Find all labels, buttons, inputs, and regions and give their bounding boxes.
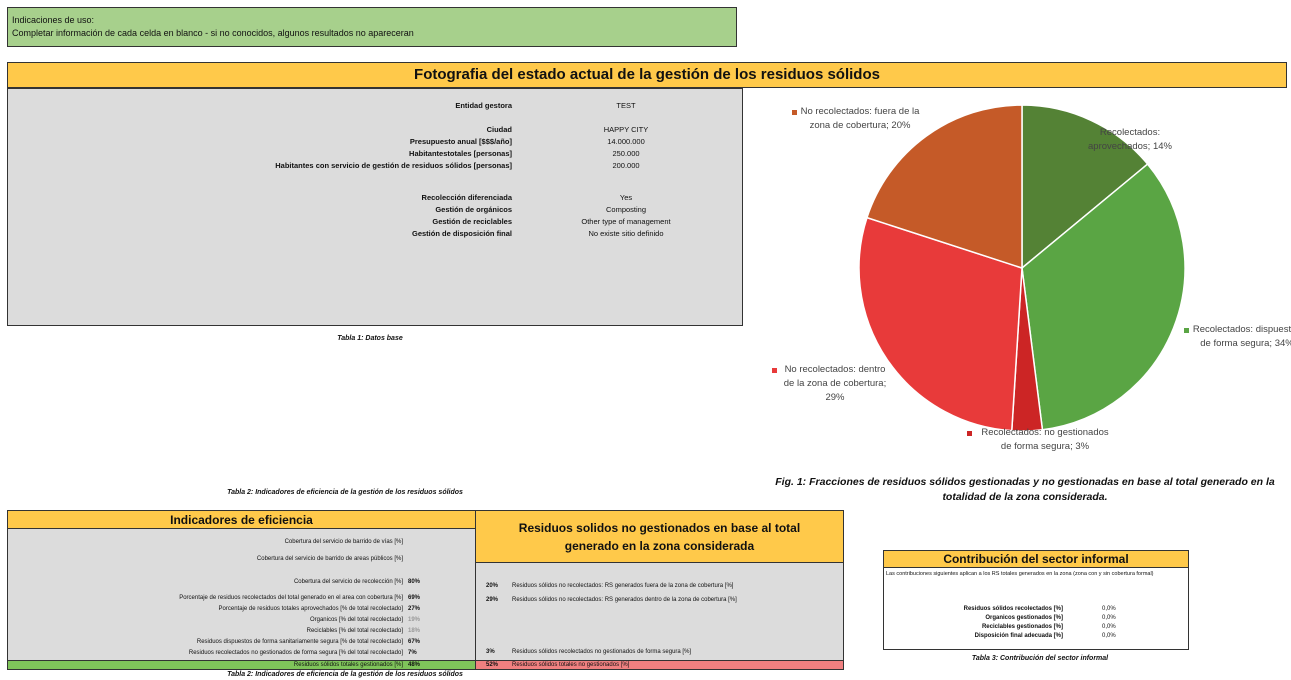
informal-value: 0,0%	[1102, 633, 1116, 639]
table1-label: Ciudad	[486, 125, 512, 134]
pie-slice	[858, 216, 1023, 432]
informal-value: 0,0%	[1102, 615, 1116, 621]
informal-label: Reciclables gestionados [%]	[981, 624, 1063, 630]
unmanaged-label: Residuos sólidos recolectados no gestion…	[512, 649, 692, 655]
informal-label: Disposición final adecuada [%]	[974, 633, 1063, 639]
pie-label: No recolectados: fuera de la zona de cob…	[800, 106, 920, 131]
table1-value: Composting	[605, 205, 647, 214]
pie-slice	[1021, 163, 1186, 431]
indicator-label: Residuos dispuestos de forma sanitariame…	[196, 639, 403, 645]
table1-label: Recolección diferenciada	[421, 193, 512, 202]
indicator-label: Porcentaje de residuos recolectados del …	[179, 595, 403, 601]
indicator-label: Porcentaje de residuos totales aprovecha…	[218, 606, 403, 612]
table1-label: Habitantes con servicio de gestión de re…	[275, 161, 512, 170]
unmanaged-title: Residuos solidos no gestionados en base …	[476, 511, 843, 563]
unmanaged-value: 29%	[486, 597, 499, 603]
pie-slice	[1021, 104, 1149, 270]
table1-value: TEST	[616, 101, 636, 110]
indicators-title: Indicadores de eficiencia	[8, 511, 475, 529]
table1-label: Presupuesto anual [$$$/año]	[409, 137, 512, 146]
table2-caption-bottom: Tabla 2: Indicadores de eficiencia de la…	[227, 671, 463, 678]
table3-caption: Tabla 3: Contribución del sector informa…	[971, 655, 1109, 662]
pie-label: No recolectados: dentro de la zona de co…	[783, 364, 887, 403]
pie-label: Recolectados: no gestionados de forma se…	[981, 427, 1109, 452]
indicators-table: Indicadores de eficiencia Cobertura del …	[7, 510, 476, 670]
indicator-label: Organicos [% del total recolectado]	[309, 617, 403, 623]
pie-label-marker	[967, 431, 972, 436]
pie-label-marker	[792, 110, 797, 115]
table1-value: Other type of management	[581, 217, 671, 226]
table1-value: 250.000	[612, 149, 640, 158]
indicator-label: Cobertura del servicio de barrido de are…	[256, 556, 403, 562]
pie-label-marker	[1184, 328, 1189, 333]
indicator-label: Cobertura del servicio de barrido de vía…	[284, 539, 403, 545]
indicator-value: 18%	[408, 628, 421, 634]
indicators-total-row: Residuos sólidos totales gestionados [%]…	[8, 660, 475, 669]
unmanaged-value: 3%	[486, 649, 495, 655]
indicator-label: Residuos recolectados no gestionados de …	[188, 650, 403, 656]
indicator-value: 27%	[408, 606, 421, 612]
unmanaged-total-value: 52%	[486, 662, 499, 668]
table1-label: Gestión de disposición final	[411, 229, 512, 238]
table1-value: 200.000	[612, 161, 640, 170]
pie-label-marker	[772, 368, 777, 373]
table1-value: 14.000.000	[607, 137, 645, 146]
table2-caption: Tabla 2: Indicadores de eficiencia de la…	[227, 489, 463, 496]
indicator-value: 80%	[408, 579, 421, 585]
informal-value: 0,0%	[1102, 624, 1116, 630]
table1-label: Entidad gestora	[455, 101, 512, 110]
indicator-label: Reciclables [% del total recolectado]	[306, 628, 403, 634]
indicators-total-label: Residuos sólidos totales gestionados [%]	[293, 662, 403, 668]
informal-title: Contribución del sector informal	[884, 551, 1188, 568]
pie-label-marker	[1067, 131, 1072, 136]
unmanaged-table: Residuos solidos no gestionados en base …	[475, 510, 844, 670]
figure-caption: Fig. 1: Fracciones de residuos sólidos g…	[775, 476, 1275, 503]
unmanaged-total-row: 52% Residuos sólidos totales no gestionad…	[476, 660, 843, 669]
informal-note: Las contribuciones siguientes aplican a …	[886, 571, 1154, 577]
instructions-text: Completar información de cada celda en b…	[12, 28, 414, 38]
indicator-value: 69%	[408, 595, 421, 601]
indicator-label: Cobertura del servicio de recolección [%…	[293, 579, 403, 585]
informal-table: Contribución del sector informal Las con…	[883, 550, 1189, 650]
pie-slice	[866, 104, 1023, 270]
table1-caption: Tabla 1: Datos base	[337, 335, 403, 342]
pie-label: Recolectados: dispuestos de forma segura…	[1192, 324, 1291, 349]
table1-label: Habitantestotales [personas]	[409, 149, 512, 158]
table1-label: Gestión de reciclables	[432, 217, 512, 226]
unmanaged-value: 20%	[486, 583, 499, 589]
instructions-title: Indicaciones de uso:	[12, 15, 95, 25]
main-title: Fotografia del estado actual de la gesti…	[7, 62, 1287, 88]
table1-label: Gestión de orgánicos	[435, 205, 512, 214]
indicator-value: 67%	[408, 639, 421, 645]
informal-label: Residuos sólidos recolectados [%]	[963, 606, 1063, 612]
indicators-total-value: 48%	[408, 662, 421, 668]
table1-value: HAPPY CITY	[603, 125, 649, 134]
unmanaged-label: Residuos sólidos no recolectados: RS gen…	[512, 597, 737, 603]
indicator-value: 7%	[408, 650, 417, 656]
table1-value: No existe sitio definido	[588, 229, 664, 238]
unmanaged-total-label: Residuos sólidos totales no gestionados …	[512, 662, 630, 668]
table1: Entidad gestora TEST Ciudad HAPPY CITY Presu…	[7, 88, 743, 326]
informal-label: Organicos gestionados [%]	[985, 615, 1063, 621]
unmanaged-label: Residuos sólidos no recolectados: RS gen…	[512, 583, 734, 589]
informal-value: 0,0%	[1102, 606, 1116, 612]
indicator-value: 19%	[408, 617, 421, 623]
table1-value: Yes	[619, 193, 633, 202]
pie-label: Recolectados: aprovechados; 14%	[1088, 127, 1172, 152]
instructions-box: Indicaciones de uso: Completar informaci…	[7, 7, 737, 47]
